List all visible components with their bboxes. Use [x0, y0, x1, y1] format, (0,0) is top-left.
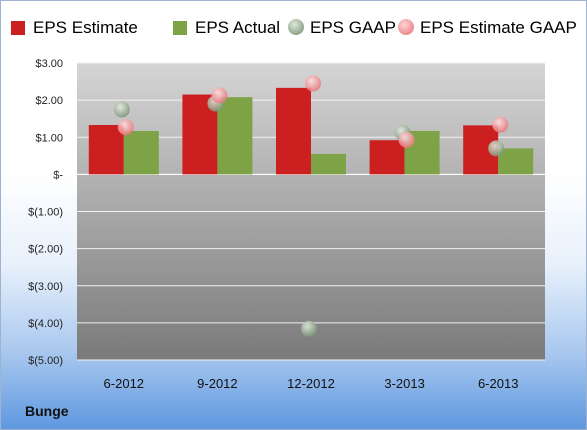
bar-eps-actual — [217, 97, 253, 175]
bar-eps-actual — [123, 130, 159, 175]
point-eps-estimate-gaap — [305, 75, 321, 92]
legend: EPS Estimate EPS Actual EPS GAAP EPS Est… — [1, 1, 587, 51]
legend-eps-actual-label: EPS Actual — [195, 18, 281, 37]
legend-eps-gaap-marker — [288, 19, 304, 35]
y-tick-label: $2.00 — [35, 95, 63, 107]
legend-eps-estimate-gaap-label: EPS Estimate GAAP — [420, 18, 577, 37]
y-tick-label: $3.00 — [35, 58, 63, 70]
y-tick-label: $(5.00) — [28, 355, 63, 367]
y-tick-label: $(2.00) — [28, 244, 63, 256]
y-tick-label: $- — [53, 169, 63, 181]
bar-eps-estimate — [88, 124, 124, 175]
scatter-points — [113, 75, 509, 337]
chart-plot: $3.00 $2.00 $1.00 $- $(1.00) $(2.00) $(3.00) $(… — [28, 58, 545, 391]
point-eps-estimate-gaap — [492, 116, 509, 133]
y-tick-label: $(1.00) — [28, 207, 63, 219]
x-tick-label: 3-2013 — [384, 376, 424, 391]
bar-eps-actual — [498, 148, 534, 175]
company-label: Bunge — [25, 403, 69, 419]
x-tick-label: 6-2012 — [104, 376, 144, 391]
legend-eps-estimate-swatch — [11, 21, 25, 35]
x-axis-labels: 6-2012 9-2012 12-2012 3-2013 6-2013 — [104, 376, 519, 391]
x-tick-label: 12-2012 — [287, 376, 335, 391]
x-tick-label: 9-2012 — [197, 376, 237, 391]
y-axis-labels: $3.00 $2.00 $1.00 $- $(1.00) $(2.00) $(3.00) $(… — [28, 58, 63, 367]
bar-eps-actual — [311, 153, 346, 175]
legend-eps-estimate-gaap-marker — [398, 19, 414, 35]
bar-eps-estimate — [276, 87, 311, 175]
y-tick-label: $(3.00) — [28, 281, 63, 293]
y-tick-label: $1.00 — [35, 132, 63, 144]
legend-eps-estimate-label: EPS Estimate — [33, 18, 138, 37]
x-tick-label: 6-2013 — [478, 376, 518, 391]
point-eps-estimate-gaap — [211, 87, 228, 104]
point-eps-gaap — [301, 320, 317, 337]
y-tick-label: $(4.00) — [28, 318, 63, 330]
legend-eps-gaap-label: EPS GAAP — [310, 18, 396, 37]
point-eps-gaap — [113, 101, 130, 118]
legend-eps-actual-swatch — [173, 21, 187, 35]
point-eps-gaap — [488, 140, 505, 157]
bars — [88, 87, 534, 175]
point-eps-estimate-gaap — [398, 131, 415, 148]
bar-eps-estimate — [369, 140, 405, 175]
point-eps-estimate-gaap — [117, 119, 134, 136]
